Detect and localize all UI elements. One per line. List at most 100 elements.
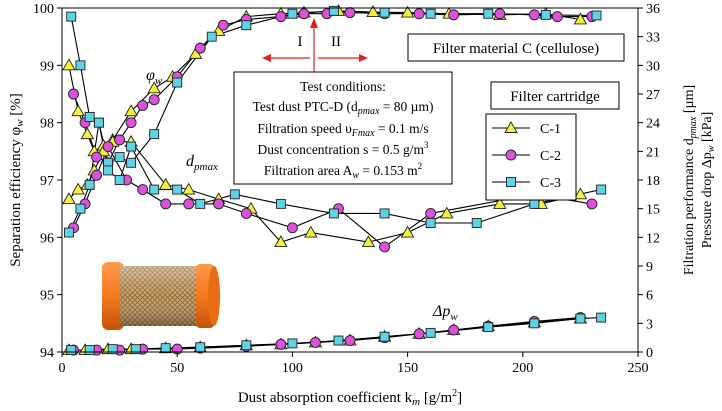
c-1-efficiency-point [71,104,85,117]
c-3-efficiency-point [379,7,390,18]
zone-II-arrow-head [359,54,368,62]
c-3-efficiency-point [84,111,95,122]
c-3-efficiency-point [483,8,494,19]
y-left-tick-label: 96 [40,231,54,246]
c-2-efficiency-point [298,8,310,20]
c-2-dpmax-point [102,141,114,153]
dpmax-curve-label: dpmax [186,153,218,173]
material-box-frame [407,33,625,62]
c-1-efficiency-point [80,127,95,140]
c-1-dpmax-point [181,182,196,195]
c-3-pressure-point [596,312,607,323]
c-3-dpmax-point [114,175,125,185]
y-right-tick-label: 24 [646,117,660,132]
c-3-pressure-point [84,345,95,356]
c-2-dpmax-point [91,169,103,181]
conditions-box: Test conditions: Test dust PTC-D (dpmax … [233,71,453,185]
zone-divider-arrow [310,18,318,28]
y-left-tick-label: 95 [40,289,54,304]
c-3-pressure-point [333,335,344,346]
c-3-efficiency-point [114,152,125,163]
y-left-tick-label: 99 [40,59,54,74]
y-left-axis-title: Separation efficiency φw [%] [8,93,26,267]
c-3-pressure-point [483,322,494,333]
y-left-tick-label: 98 [40,117,54,132]
legend: C-1 C-2 C-3 [485,113,577,201]
c-3-pressure-point [160,343,171,354]
material-box: Filter material C (cellulose) [407,33,625,62]
c-2-pressure-point [413,328,425,340]
c-3-pressure-point [425,327,436,338]
y-right-axis-title-1: Filtration performance dpmax [µm] [682,85,699,275]
c-3-dpmax-point [172,184,183,195]
c-3-pressure-point [130,344,141,355]
c-3-dpmax-point [275,198,286,209]
c-1-dpmax-point [274,235,288,248]
y-left-tick-label: 97 [40,174,54,189]
y-right-tick-label: 30 [646,59,660,74]
legend-label: C-2 [540,149,561,164]
filter-cartridge-image [102,262,220,330]
legend-marker [505,149,517,161]
c-3-dpmax-point [379,208,390,219]
cartridge-box-frame [490,81,620,110]
c-3-dpmax-point [63,227,74,238]
c-1-efficiency-point [400,5,415,18]
legend-marker [506,177,516,187]
y-left-axis-ticks: 94 95 96 97 98 99 100 [33,2,62,361]
x-tick-label: 0 [59,361,66,376]
c-3-dpmax-point [149,184,160,195]
c-2-efficiency-point [114,134,126,146]
x-tick-label: 150 [397,361,418,376]
c-3-efficiency-point [66,11,77,22]
c-3-dpmax-point [93,117,104,128]
legend-label: C-3 [540,176,561,191]
c-2-efficiency-point [91,151,103,163]
c-3-efficiency-point [591,10,602,21]
c-3-dpmax-point [328,208,339,219]
c-2-pressure-point [309,336,321,348]
material-box-text: Filter material C (cellulose) [433,41,599,57]
c-3-efficiency-point [126,157,137,168]
c-2-efficiency-point [494,8,506,20]
c-1-dpmax-point [304,225,318,238]
c-2-dpmax-point [586,198,598,210]
c-2-dpmax-point [286,222,298,234]
legend-marker [504,121,518,133]
c-2-efficiency-point [148,94,160,106]
c-3-pressure-point [241,340,252,351]
y-right-tick-label: 12 [646,231,660,246]
c-2-pressure-point [448,324,460,336]
c-1-dpmax-point [400,225,415,238]
x-tick-label: 100 [282,361,303,376]
conditions-title: Test conditions: [300,79,386,94]
c-2-efficiency-point [217,19,229,31]
c-1-dpmax-point [439,206,454,219]
zone-separator: I II [262,18,368,75]
c-2-dpmax-point [160,198,172,210]
c-1-dpmax-point [573,187,588,200]
y-right-tick-label: 3 [646,317,653,332]
y-right-axis-title-2: Pressure drop Δpw [kPa] [700,112,717,249]
legend-label: C-1 [540,122,561,137]
c-1-dpmax-point [361,235,376,248]
conditions-box-frame [233,71,453,185]
c-1-efficiency-point [147,81,161,94]
c-1-efficiency-point [573,12,588,25]
c-3-efficiency-point [75,60,86,71]
y-right-tick-label: 18 [646,174,660,189]
cartridge-box-text: Filter cartridge [510,89,600,105]
c-1-efficiency-point [124,104,138,117]
c-3-efficiency-point [287,8,298,19]
c-2-dpmax-point [183,198,195,210]
pressure-curve-label: Δpw [432,303,458,323]
c-2-efficiency-point [125,117,137,129]
y-right-tick-label: 0 [646,346,653,361]
c-3-efficiency-point [172,77,183,88]
c-3-efficiency-point [425,8,436,19]
c-3-dpmax-point [126,141,137,152]
zone-I-label: I [298,34,303,50]
c-3-dpmax-point [425,218,436,228]
y-right-tick-label: 27 [646,88,660,103]
